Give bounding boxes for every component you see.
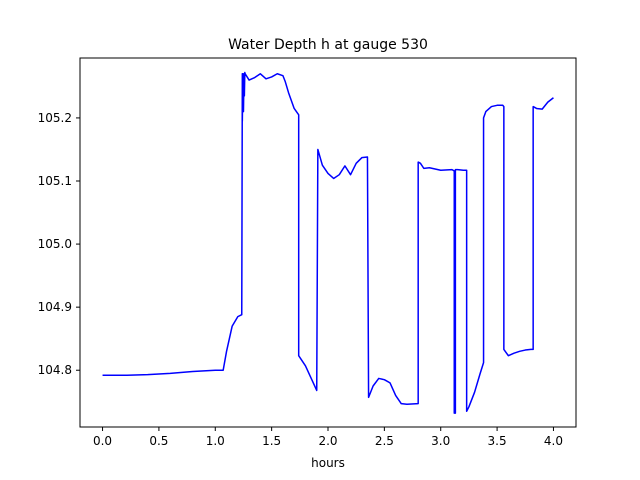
y-tick-label: 105.2 [38, 111, 72, 125]
series-line-0 [102, 71, 554, 414]
x-axis: 0.0 0.5 1.0 1.5 2.0 2.5 3.0 3.5 4.0 [93, 427, 563, 448]
x-tick-label: 3.5 [488, 434, 507, 448]
series-layer [102, 71, 554, 414]
x-tick-label: 2.0 [318, 434, 337, 448]
x-tick-label: 4.0 [544, 434, 563, 448]
y-tick-label: 104.9 [38, 300, 72, 314]
y-tick-label: 104.8 [38, 363, 72, 377]
x-tick-label: 3.0 [431, 434, 450, 448]
y-tick-label: 105.0 [38, 237, 72, 251]
x-axis-label: hours [311, 456, 345, 470]
chart-title: Water Depth h at gauge 530 [228, 37, 428, 53]
x-tick-label: 0.5 [149, 434, 168, 448]
x-tick-label: 1.0 [206, 434, 225, 448]
x-tick-label: 2.5 [375, 434, 394, 448]
x-tick-label: 0.0 [93, 434, 112, 448]
x-tick-label: 1.5 [262, 434, 281, 448]
y-axis: 104.8 104.9 105.0 105.1 105.2 [38, 111, 80, 377]
y-tick-label: 105.1 [38, 174, 72, 188]
